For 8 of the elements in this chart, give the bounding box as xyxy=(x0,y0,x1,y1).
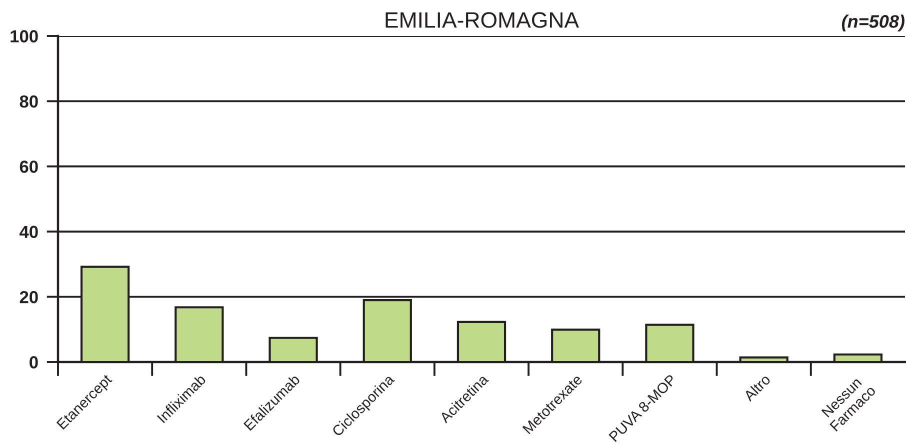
y-tick-label: 60 xyxy=(20,160,38,173)
chart-title: EMILIA-ROMAGNA xyxy=(386,12,579,28)
y-tick-label: 80 xyxy=(20,95,38,108)
chart-subtitle: (n=508) xyxy=(842,14,904,32)
y-tick-label: 100 xyxy=(10,30,38,42)
y-tick-label: 40 xyxy=(20,226,38,238)
y-tick-label: 0 xyxy=(30,356,38,368)
y-tick-label: 20 xyxy=(20,290,38,304)
